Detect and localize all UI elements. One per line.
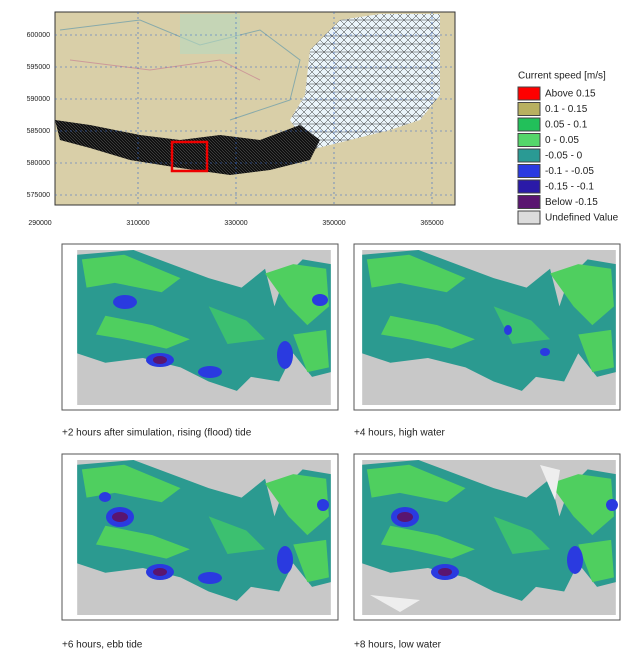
legend-label: 0.05 - 0.1 (545, 120, 588, 131)
panel (353, 453, 621, 621)
legend-label: -0.05 - 0 (545, 151, 583, 162)
legend-swatch (517, 133, 541, 147)
panel (61, 453, 339, 621)
panel (353, 243, 621, 411)
panel (61, 243, 339, 411)
panel-caption: +8 hours, low water (354, 640, 442, 651)
legend-title: Current speed [m/s] (518, 71, 606, 82)
y-label: 595000 (27, 64, 50, 71)
y-label: 575000 (27, 192, 50, 199)
legend-swatch (517, 195, 541, 209)
x-label: 350000 (322, 220, 345, 227)
x-label: 290000 (28, 220, 51, 227)
legend-label: -0.1 - -0.05 (545, 166, 594, 177)
legend-swatch (517, 86, 541, 101)
legend-swatch (517, 179, 541, 194)
legend-swatch (517, 117, 541, 132)
y-label: 585000 (27, 128, 50, 135)
x-label: 330000 (224, 220, 247, 227)
panel-caption: +6 hours, ebb tide (62, 640, 143, 651)
legend-swatch (517, 164, 541, 178)
legend-label: 0 - 0.05 (545, 135, 579, 146)
legend-label: 0.1 - 0.15 (545, 104, 588, 115)
y-label: 580000 (27, 160, 50, 167)
legend-swatch (517, 148, 541, 163)
y-label: 590000 (27, 96, 50, 103)
panel-caption: +4 hours, high water (354, 428, 446, 439)
legend-label: Above 0.15 (545, 89, 596, 100)
y-label: 600000 (27, 32, 50, 39)
panel-caption: +2 hours after simulation, rising (flood… (62, 428, 252, 439)
legend-label: -0.15 - -0.1 (545, 182, 594, 193)
legend-swatch (517, 102, 541, 116)
x-label: 310000 (126, 220, 149, 227)
overview-map: 600000 595000 590000 585000 580000 575000 2900… (27, 11, 456, 227)
legend-label: Undefined Value (545, 213, 619, 224)
legend-swatch (517, 210, 541, 225)
x-label: 365000 (420, 220, 443, 227)
legend-label: Below -0.15 (545, 197, 598, 208)
